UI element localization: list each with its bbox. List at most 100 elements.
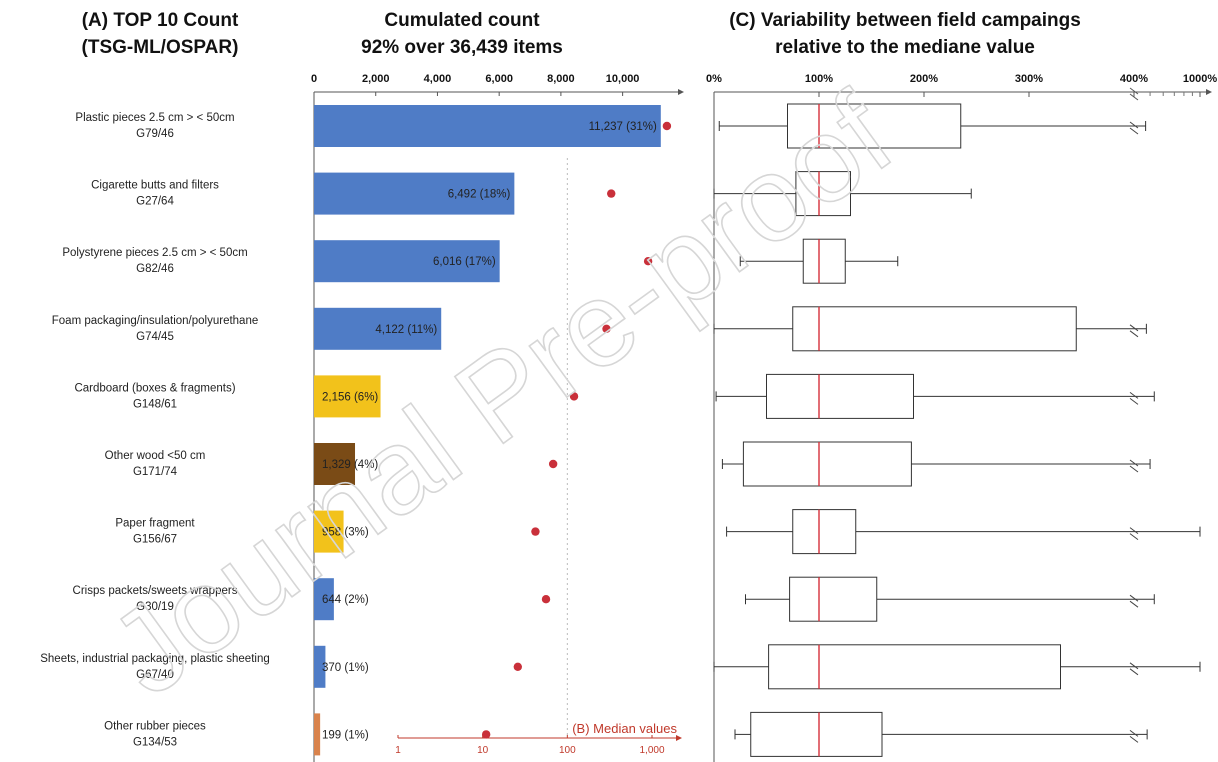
count-x-tick-label: 6,000 xyxy=(485,73,513,85)
count-bar xyxy=(314,510,344,553)
count-bar xyxy=(314,105,661,147)
median-point xyxy=(541,595,551,604)
count-bar-label: 11,237 (31%) xyxy=(589,121,657,133)
count-x-tick-label: 10,000 xyxy=(606,73,640,85)
count-x-axis-arrow xyxy=(678,89,684,95)
count-bar xyxy=(314,172,515,215)
count-bar xyxy=(314,240,500,283)
count-bar-label: 6,016 (17%) xyxy=(433,256,496,268)
whisker-break-mark xyxy=(1129,662,1139,676)
median-values-scatter: 1 10 100 1,000 (B) Median values xyxy=(395,121,682,756)
variability-x-axis-arrow xyxy=(1206,89,1212,95)
median-point xyxy=(607,189,616,198)
median-point xyxy=(569,392,579,401)
count-bar-label: 199 (1%) xyxy=(322,729,369,741)
count-bar-label: 6,492 (18%) xyxy=(448,189,511,201)
category-labels: Plastic pieces 2.5 cm > < 50cm G79/46 Ciga… xyxy=(40,112,270,748)
median-axis-title: (B) Median values xyxy=(572,721,677,736)
iqr-box xyxy=(750,711,883,757)
category-code: G82/46 xyxy=(136,263,174,275)
count-bar xyxy=(314,578,334,621)
panel-c-title-line1: (C) Variability between field campaings xyxy=(729,10,1081,31)
whisker-break-mark xyxy=(1129,459,1139,473)
iqr-box xyxy=(789,576,878,622)
panel-c-title-line2: relative to the mediane value xyxy=(775,37,1035,58)
median-x-tick-label: 1,000 xyxy=(639,745,664,756)
whisker-break-mark xyxy=(1129,594,1139,608)
count-bar-label: 4,122 (11%) xyxy=(375,324,437,336)
count-bar xyxy=(314,443,356,485)
whisker-break-mark xyxy=(1129,392,1139,405)
count-bar-label: 2,156 (6%) xyxy=(322,391,378,403)
category-name: Other wood <50 cm xyxy=(105,450,206,462)
panel-a-title-line1: (A) TOP 10 Count xyxy=(82,10,239,31)
category-name: Cigarette butts and filters xyxy=(91,180,219,192)
category-name: Sheets, industrial packaging, plastic sh… xyxy=(40,653,270,665)
category-name: Foam packaging/insulation/polyurethane xyxy=(52,315,259,327)
category-code: G134/53 xyxy=(133,736,177,748)
variability-x-tick-label: 100% xyxy=(805,73,833,85)
axis-break-mark xyxy=(1129,87,1139,101)
count-x-tick-label: 2,000 xyxy=(362,73,390,85)
category-name: Crisps packets/sweets wrappers xyxy=(73,585,238,597)
median-x-axis-arrow xyxy=(676,735,682,741)
count-bar-label: 644 (2%) xyxy=(322,594,369,606)
count-bar-label: 958 (3%) xyxy=(322,527,369,539)
whisker-break-mark xyxy=(1129,730,1139,743)
whisker-break-mark xyxy=(1129,324,1139,338)
category-name: Plastic pieces 2.5 cm > < 50cm xyxy=(75,112,234,124)
count-bar-label: 370 (1%) xyxy=(322,662,369,674)
category-code: G30/19 xyxy=(136,601,174,613)
iqr-box xyxy=(802,238,846,284)
category-name: Cardboard (boxes & fragments) xyxy=(74,382,235,394)
count-x-tick-label: 8,000 xyxy=(547,73,575,85)
median-x-tick-label: 1 xyxy=(395,745,401,756)
median-point xyxy=(662,121,672,131)
variability-boxplot: 0% 100% 200% 300% 400% 1000% xyxy=(706,73,1217,762)
count-bar xyxy=(314,375,381,418)
count-panel-title-line2: 92% over 36,439 items xyxy=(361,37,563,58)
median-point xyxy=(643,257,653,266)
count-bar-label: 1,329 (4%) xyxy=(322,459,378,471)
median-point xyxy=(513,662,523,671)
variability-x-tick-label: 0% xyxy=(706,73,722,85)
count-bar-chart: 0 2,000 4,000 6,000 8,000 10,000 11,237 (31%) 6… xyxy=(311,73,684,762)
median-point xyxy=(602,324,611,333)
iqr-box xyxy=(768,644,1061,690)
iqr-box xyxy=(792,306,1077,352)
count-bar xyxy=(314,307,442,350)
variability-x-tick-label: 200% xyxy=(910,73,938,85)
category-code: G171/74 xyxy=(133,466,178,478)
category-code: G79/46 xyxy=(136,128,174,140)
variability-x-tick-label: 400% xyxy=(1120,73,1148,85)
category-code: G67/40 xyxy=(136,669,174,681)
median-x-tick-label: 100 xyxy=(559,745,576,756)
count-x-tick-label: 0 xyxy=(311,73,317,85)
median-point xyxy=(548,459,558,469)
category-name: Other rubber pieces xyxy=(104,720,206,732)
iqr-box xyxy=(766,373,914,419)
variability-x-tick-label: 1000% xyxy=(1183,73,1217,85)
count-panel-title-line1: Cumulated count xyxy=(384,10,540,31)
category-name: Paper fragment xyxy=(115,518,195,530)
iqr-box xyxy=(792,509,857,555)
whisker-break-mark xyxy=(1129,527,1139,540)
category-code: G156/67 xyxy=(133,534,177,546)
variability-x-tick-label: 300% xyxy=(1015,73,1043,85)
median-point xyxy=(481,730,491,739)
iqr-box xyxy=(795,171,852,217)
category-code: G74/45 xyxy=(136,331,174,343)
median-point xyxy=(531,527,540,536)
whisker-break-mark xyxy=(1129,121,1139,135)
median-x-tick-label: 10 xyxy=(477,745,489,756)
iqr-box xyxy=(787,103,962,149)
count-x-tick-label: 4,000 xyxy=(424,73,452,85)
count-bar xyxy=(314,713,321,756)
count-bar xyxy=(314,645,326,688)
category-code: G148/61 xyxy=(133,398,177,410)
category-name: Polystyrene pieces 2.5 cm > < 50cm xyxy=(62,247,247,259)
panel-a-title-line2: (TSG-ML/OSPAR) xyxy=(82,37,239,58)
iqr-box xyxy=(742,441,912,487)
category-code: G27/64 xyxy=(136,196,174,208)
